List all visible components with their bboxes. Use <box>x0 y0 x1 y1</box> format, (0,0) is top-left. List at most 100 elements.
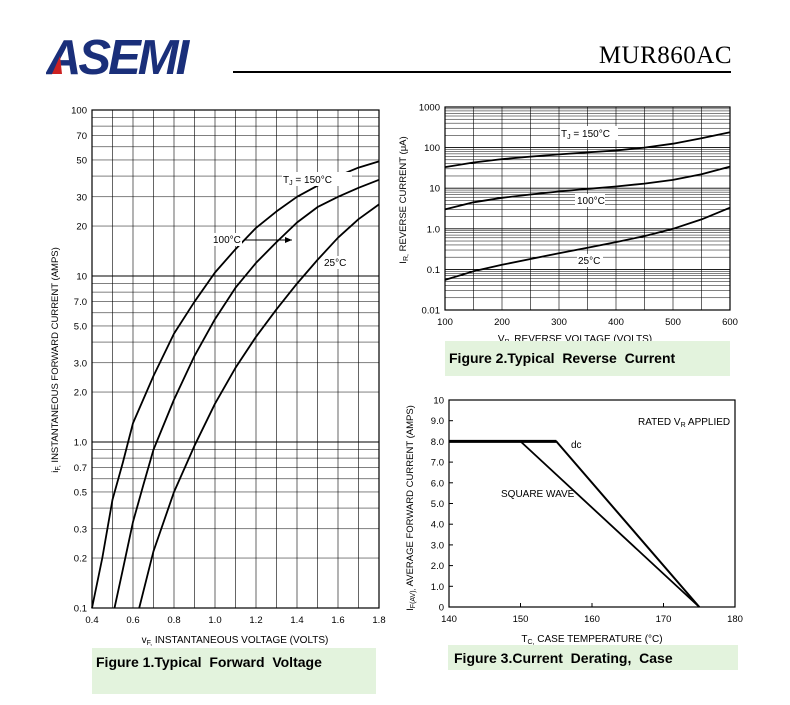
chart3-annotation-rated: RATED VR APPLIED <box>636 414 730 429</box>
svg-text:TJ = 150°C: TJ = 150°C <box>283 175 332 187</box>
y-tick-label: 0 <box>439 603 444 614</box>
y-tick-label: 8.0 <box>431 437 444 448</box>
series-line-1 <box>444 131 731 168</box>
part-number: MUR860AC <box>598 42 732 69</box>
series-line-2 <box>449 440 700 608</box>
y-tick-label: 3.0 <box>431 540 444 551</box>
y-tick-label: 0.01 <box>422 306 441 317</box>
x-tick-label: 400 <box>608 317 624 328</box>
svg-text:dc: dc <box>571 440 582 451</box>
y-tick-label: 2.0 <box>74 388 87 399</box>
chart2-series <box>444 131 731 281</box>
y-tick-label: 100 <box>424 143 440 154</box>
x-tick-label: 170 <box>656 614 672 625</box>
figure1-caption-box: Figure 1.Typical Forward Voltage <box>92 648 376 694</box>
x-tick-label: 500 <box>665 317 681 328</box>
x-tick-label: 140 <box>441 614 457 625</box>
y-tick-label: 4.0 <box>431 520 444 531</box>
chart3-annotation-dc: dc <box>571 440 582 451</box>
series-line-1 <box>449 440 701 608</box>
figure3-caption: Figure 3.Current Derating, Case <box>454 650 673 666</box>
y-tick-label: 0.3 <box>74 524 87 535</box>
svg-text:100°C: 100°C <box>577 196 605 207</box>
x-tick-label: 1.6 <box>331 615 344 626</box>
svg-text:RATED VR APPLIED: RATED VR APPLIED <box>638 417 730 429</box>
logo-text: ASEMI <box>46 34 191 78</box>
y-tick-label: 1.0 <box>74 438 87 449</box>
chart1-annotation-100: 100°C <box>212 233 292 246</box>
figure3-caption-box: Figure 3.Current Derating, Case <box>448 645 738 670</box>
y-tick-label: 7.0 <box>74 297 87 308</box>
chart1-ticks: 0.4 0.6 0.8 1.0 1.2 1.4 1.6 1.8 0.1 0.2 0.3 0.5 0.7 1… <box>71 106 385 627</box>
series-line-3 <box>138 203 380 609</box>
y-tick-label: 3.0 <box>74 358 87 369</box>
figure1-caption: Figure 1.Typical Forward Voltage <box>96 654 322 670</box>
svg-text:100°C: 100°C <box>213 235 241 246</box>
chart1-annotation-150: TJ = 150°C <box>282 172 352 187</box>
y-tick-label: 70 <box>76 131 87 142</box>
y-tick-label: 0.1 <box>74 604 87 615</box>
x-tick-label: 0.4 <box>85 615 98 626</box>
figure2-caption: Figure 2.Typical Reverse Current <box>449 350 676 366</box>
x-tick-label: 180 <box>727 614 743 625</box>
series-line-2 <box>113 178 380 609</box>
chart3-xlabel: TC, CASE TEMPERATURE (°C) <box>521 634 662 646</box>
chart3-labels: TC, CASE TEMPERATURE (°C) IF(AV), AVERAG… <box>405 405 730 646</box>
y-tick-label: 9.0 <box>431 416 444 427</box>
chart1-annotation-25: 25°C <box>323 256 349 269</box>
chart2-ticks: 100 200 300 400 500 600 0.01 0.1 1.0 10 100 1000 <box>419 103 738 329</box>
x-tick-label: 0.6 <box>126 615 139 626</box>
x-tick-label: 1.4 <box>290 615 303 626</box>
y-tick-label: 0.7 <box>74 463 87 474</box>
y-tick-label: 6.0 <box>431 478 444 489</box>
x-tick-label: 200 <box>494 317 510 328</box>
figure2-caption-box: Figure 2.Typical Reverse Current <box>445 341 730 376</box>
svg-text:SQUARE WAVE: SQUARE WAVE <box>501 489 575 500</box>
y-tick-label: 10 <box>433 396 444 407</box>
series-line-3 <box>444 206 731 281</box>
y-tick-label: 0.2 <box>74 554 87 565</box>
y-tick-label: 5.0 <box>74 321 87 332</box>
y-tick-label: 2.0 <box>431 561 444 572</box>
chart3-annotation-square: SQUARE WAVE <box>501 489 575 500</box>
x-tick-label: 160 <box>584 614 600 625</box>
y-tick-label: 30 <box>76 192 87 203</box>
chart3-frame <box>448 399 736 608</box>
chart2-annotation-25: 25°C <box>577 254 603 267</box>
arrow-icon <box>285 237 292 243</box>
y-tick-label: 1.0 <box>427 224 440 235</box>
asemi-logo: ASEMI <box>46 34 194 78</box>
logo-accent-icon <box>52 56 62 74</box>
chart2-annotation-100: 100°C <box>575 194 605 207</box>
chart3-ylabel: IF(AV), AVERAGE FORWARD CURRENT (AMPS) <box>405 405 417 611</box>
y-tick-label: 1000 <box>419 103 440 114</box>
chart2-ylabel: IR, REVERSE CURRENT (μA) <box>398 136 410 263</box>
x-tick-label: 100 <box>437 317 453 328</box>
y-tick-label: 10 <box>429 184 440 195</box>
chart1-ylabel: iF, INSTANTANEOUS FORWARD CURRENT (AMPS) <box>50 247 62 473</box>
y-tick-label: 0.1 <box>427 265 440 276</box>
series-line-2 <box>444 165 731 211</box>
header-rule <box>233 71 731 73</box>
x-tick-label: 300 <box>551 317 567 328</box>
chart1-labels: vF, INSTANTANEOUS VOLTAGE (VOLTS) iF, IN… <box>50 172 352 647</box>
svg-text:25°C: 25°C <box>324 258 346 269</box>
y-tick-label: 5.0 <box>431 499 444 510</box>
x-tick-label: 0.8 <box>167 615 180 626</box>
chart2-labels: VR, REVERSE VOLTAGE (VOLTS) IR, REVERSE … <box>398 126 652 346</box>
y-tick-label: 0.5 <box>74 487 87 498</box>
x-tick-label: 600 <box>722 317 738 328</box>
x-tick-label: 1.2 <box>249 615 262 626</box>
chart3-series <box>449 439 701 608</box>
y-tick-label: 20 <box>76 222 87 233</box>
y-tick-label: 10 <box>76 272 87 283</box>
chart1-frame <box>91 109 380 609</box>
x-tick-label: 1.8 <box>372 615 385 626</box>
svg-text:TJ = 150°C: TJ = 150°C <box>561 129 610 141</box>
y-tick-label: 7.0 <box>431 458 444 469</box>
y-tick-label: 50 <box>76 155 87 166</box>
chart2-annotation-150: TJ = 150°C <box>560 126 618 141</box>
